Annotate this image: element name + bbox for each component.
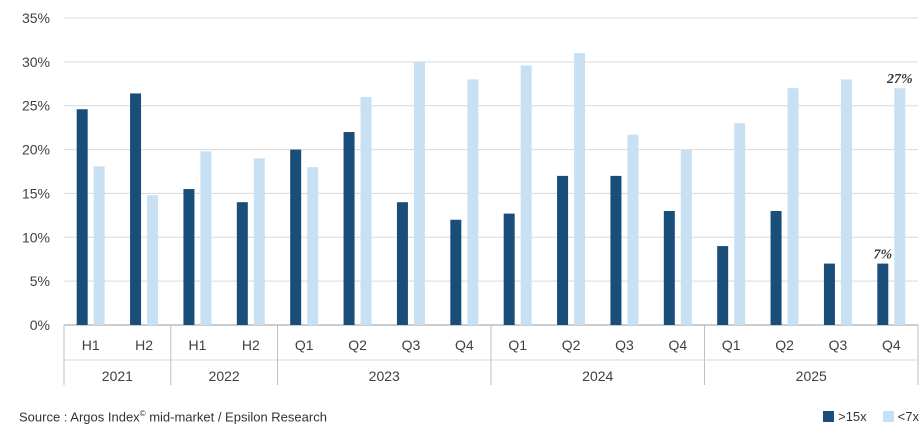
- bar-lt7x: [680, 149, 692, 325]
- bar-gt15x: [396, 202, 408, 325]
- legend-swatch-series-2: [882, 411, 894, 422]
- x-tick-label: H2: [242, 337, 260, 353]
- source-suffix: mid-market / Epsilon Research: [145, 409, 327, 425]
- group-label: 2021: [102, 368, 133, 384]
- bar-chart: 0% 5% 10% 15% 20% 25% 30% 35% H1 H2 H1 H2 Q1 Q2 Q3 Q4 Q1…: [22, 10, 919, 385]
- x-tick-label: Q2: [562, 337, 581, 353]
- bar-lt7x: [200, 151, 212, 325]
- x-tick-label: Q3: [402, 337, 421, 353]
- y-tick-label: 0%: [30, 317, 50, 333]
- x-tick-label: Q3: [615, 337, 634, 353]
- bar-gt15x: [877, 263, 889, 325]
- bar-gt15x: [503, 213, 515, 325]
- bar-gt15x: [770, 210, 782, 325]
- x-tick-label: Q1: [722, 337, 741, 353]
- bar-lt7x: [93, 166, 105, 325]
- data-label: 27%: [886, 72, 913, 87]
- bar-gt15x: [290, 149, 302, 325]
- bar-gt15x: [663, 210, 675, 325]
- bar-gt15x: [557, 175, 569, 325]
- bar-gt15x: [343, 132, 355, 325]
- bar-lt7x: [467, 79, 479, 326]
- x-tick-label: H1: [82, 337, 100, 353]
- x-tick-label: Q3: [829, 337, 848, 353]
- group-label: 2024: [582, 368, 613, 384]
- y-tick-label: 5%: [30, 273, 50, 289]
- legend: >15x <7x: [807, 409, 919, 424]
- bar-gt15x: [76, 109, 88, 325]
- bar-lt7x: [253, 158, 265, 325]
- data-label: 7%: [873, 248, 892, 263]
- legend-item-series-1: >15x: [823, 409, 867, 424]
- bar-gt15x: [717, 246, 729, 325]
- bar-lt7x: [360, 96, 372, 325]
- bar-lt7x: [413, 61, 425, 325]
- bar-lt7x: [574, 53, 586, 325]
- bar-gt15x: [610, 175, 622, 325]
- legend-label-series-1: >15x: [838, 409, 867, 424]
- legend-item-series-2: <7x: [882, 409, 919, 424]
- group-label: 2023: [369, 368, 400, 384]
- x-tick-label: H2: [135, 337, 153, 353]
- y-tick-label: 25%: [22, 98, 50, 114]
- legend-swatch-series-1: [823, 411, 835, 422]
- x-tick-label: H1: [188, 337, 206, 353]
- bar-lt7x: [520, 65, 532, 325]
- x-tick-label: Q4: [668, 337, 687, 353]
- x-tick-label: Q2: [348, 337, 367, 353]
- legend-label-series-2: <7x: [897, 409, 919, 424]
- y-tick-label: 15%: [22, 185, 50, 201]
- group-label: 2022: [209, 368, 240, 384]
- bar-gt15x: [823, 263, 835, 325]
- group-label: 2025: [796, 368, 827, 384]
- y-tick-label: 10%: [22, 229, 50, 245]
- y-tick-label: 30%: [22, 54, 50, 70]
- bar-lt7x: [840, 79, 852, 326]
- bar-lt7x: [894, 88, 906, 326]
- bar-gt15x: [130, 93, 142, 325]
- y-tick-label: 20%: [22, 142, 50, 158]
- bar-gt15x: [183, 189, 195, 325]
- source-note: Source : Argos Index© mid-market / Epsil…: [19, 409, 327, 424]
- y-tick-label: 35%: [22, 10, 50, 26]
- copyright-mark: ©: [139, 409, 146, 418]
- x-tick-label: Q1: [295, 337, 314, 353]
- x-tick-label: Q2: [775, 337, 794, 353]
- x-tick-label: Q4: [882, 337, 901, 353]
- bar-lt7x: [307, 167, 319, 325]
- x-tick-label: Q1: [508, 337, 527, 353]
- source-prefix: Source : Argos Index: [19, 409, 140, 425]
- bar-lt7x: [787, 88, 799, 326]
- bar-lt7x: [734, 123, 746, 325]
- bar-gt15x: [236, 202, 248, 325]
- bar-lt7x: [147, 195, 159, 325]
- bar-lt7x: [627, 134, 639, 325]
- x-tick-label: Q4: [455, 337, 474, 353]
- bar-gt15x: [450, 219, 462, 325]
